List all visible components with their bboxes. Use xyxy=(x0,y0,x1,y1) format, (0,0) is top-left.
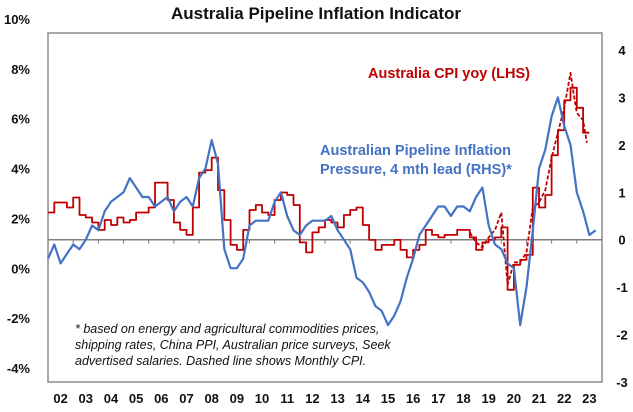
footnote-line-1: * based on energy and agricultural commo… xyxy=(75,322,379,336)
x-axis-ticks: 02 03 04 05 06 07 08 09 10 11 12 13 14 15 16 17 18 19 20 21… xyxy=(53,239,597,406)
x-tick-label: 23 xyxy=(582,391,596,406)
series-group xyxy=(46,72,597,327)
x-tick-label: 03 xyxy=(79,391,93,406)
chart-title: Australia Pipeline Inflation Indicator xyxy=(171,4,461,23)
left-tick-label: 8% xyxy=(11,62,30,77)
right-tick-label: -3 xyxy=(616,375,628,390)
left-tick-label: 0% xyxy=(11,261,30,276)
x-tick-label: 08 xyxy=(204,391,218,406)
right-tick-label: -2 xyxy=(616,328,628,343)
x-tick-label: 09 xyxy=(230,391,244,406)
x-tick-label: 15 xyxy=(381,391,395,406)
legend-cpi: Australia CPI yoy (LHS) xyxy=(368,66,530,82)
x-tick-label: 12 xyxy=(305,391,319,406)
left-tick-label: -2% xyxy=(7,311,31,326)
legend-pipeline-line-2: Pressure, 4 mth lead (RHS)* xyxy=(320,162,512,178)
x-tick-label: 17 xyxy=(431,391,445,406)
x-tick-label: 22 xyxy=(557,391,571,406)
left-tick-label: -4% xyxy=(7,361,31,376)
x-tick-label: 21 xyxy=(532,391,546,406)
right-tick-label: 3 xyxy=(618,90,625,105)
series-pipeline-line xyxy=(46,96,597,327)
series-monthly-cpi-line xyxy=(469,72,588,286)
right-tick-label: 1 xyxy=(618,185,625,200)
left-tick-label: 10% xyxy=(4,12,30,27)
x-tick-label: 20 xyxy=(507,391,521,406)
x-tick-label: 10 xyxy=(255,391,269,406)
x-tick-label: 16 xyxy=(406,391,420,406)
footnote-line-2: shipping rates, China PPI, Australian pr… xyxy=(75,338,391,352)
footnote-line-3: advertised salaries. Dashed line shows M… xyxy=(75,354,366,368)
x-tick-label: 05 xyxy=(129,391,143,406)
plot-frame xyxy=(47,32,603,383)
x-tick-label: 07 xyxy=(179,391,193,406)
left-axis-ticks: 10% 8% 6% 4% 2% 0% -2% -4% xyxy=(4,12,30,376)
legend-pipeline-line-1: Australian Pipeline Inflation xyxy=(320,143,511,159)
left-tick-label: 2% xyxy=(11,211,30,226)
left-tick-label: 4% xyxy=(11,162,30,177)
x-tick-label: 11 xyxy=(280,391,294,406)
x-tick-label: 14 xyxy=(356,391,371,406)
left-tick-label: 6% xyxy=(11,112,30,127)
series-cpi-line xyxy=(48,86,590,291)
x-tick-label: 04 xyxy=(104,391,119,406)
x-tick-label: 02 xyxy=(53,391,67,406)
x-tick-label: 13 xyxy=(330,391,344,406)
right-axis-ticks: 4 3 2 1 0 -1 -2 -3 xyxy=(616,43,628,390)
right-tick-label: -1 xyxy=(616,280,628,295)
right-tick-label: 0 xyxy=(618,233,625,248)
x-tick-label: 19 xyxy=(481,391,495,406)
right-tick-label: 2 xyxy=(618,138,625,153)
right-tick-label: 4 xyxy=(618,43,626,58)
x-tick-label: 06 xyxy=(154,391,168,406)
x-tick-label: 18 xyxy=(456,391,470,406)
